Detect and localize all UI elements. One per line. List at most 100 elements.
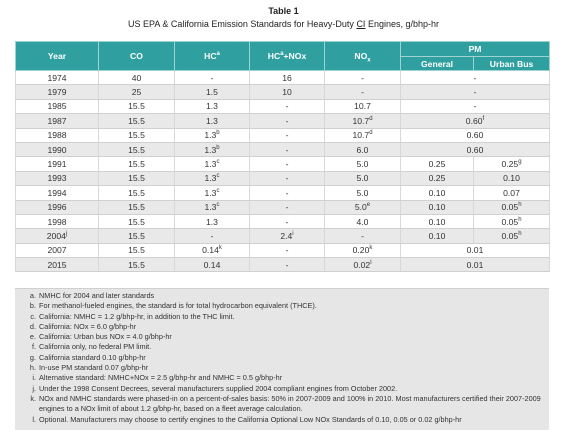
cell-hc-nox: -: [249, 214, 325, 230]
cell-year-value: 1991: [47, 159, 67, 170]
footnote-item: d. California: NOx = 6.0 g/bhp-hr: [25, 322, 541, 332]
table-header: Year CO HCa HCa+NOx NOx PM General Urban…: [15, 41, 551, 71]
col-header-hc-text: HC: [204, 51, 217, 61]
table-row: 1988 15.5 1.3b - 10.7d 0.60: [15, 128, 551, 143]
cell-nox: 5.0: [324, 185, 401, 201]
cell-pm-general-value: 0.25: [428, 159, 446, 170]
cell-pm-general-value: 0.10: [428, 202, 446, 213]
cell-co-value: 15.5: [128, 187, 145, 198]
cell-hc-footnote: c: [216, 187, 220, 194]
cell-co: 15.5: [98, 113, 175, 129]
cell-nox-value: 5.0: [356, 187, 369, 198]
cell-nox: 10.7: [324, 99, 401, 115]
cell-hc-nox-value: -: [285, 202, 289, 213]
col-header-nox: NOx: [324, 41, 401, 71]
footnote-label: f.: [31, 342, 36, 352]
cell-hc-nox-value: 2.4: [280, 230, 293, 241]
cell-co: 15.5: [98, 214, 175, 230]
cell-pm-general: 0.10: [400, 185, 474, 201]
col-header-hcnox-footnote: a: [280, 51, 284, 58]
cell-nox: 5.0: [324, 156, 401, 172]
cell-pm-general: 0.25: [400, 171, 474, 187]
footnote-item: b. For methanol-fueled engines, the stand…: [25, 301, 541, 311]
cell-hc-nox-value: -: [285, 101, 289, 112]
cell-year: 1993: [15, 171, 99, 187]
cell-hc-value: -: [210, 230, 214, 241]
cell-hc-nox: 10: [249, 84, 325, 100]
cell-hc-nox: -: [249, 257, 325, 273]
cell-nox: 4.0: [324, 214, 401, 230]
cell-pm-general-value: 0.10: [428, 216, 446, 227]
cell-year-value: 1979: [47, 87, 67, 98]
col-header-pm-urban-bus: Urban Bus: [472, 56, 551, 71]
table-row: 1998 15.5 1.3 - 4.0 0.10 0.05h: [15, 214, 551, 230]
cell-co-value: 15.5: [128, 173, 145, 184]
cell-hc-nox-value: -: [285, 216, 289, 227]
caption-text-before: US EPA & California Emission Standards f…: [128, 19, 357, 29]
footnotes: a. NMHC for 2004 and later standards b. For…: [15, 288, 549, 430]
cell-co: 15.5: [98, 128, 175, 143]
cell-pm-general: 0.10: [400, 214, 474, 230]
cell-pm-merged-value: -: [473, 72, 477, 83]
cell-year: 1974: [15, 70, 99, 86]
cell-hc-value: 0.14: [203, 259, 221, 270]
cell-hc: 1.3b: [174, 142, 250, 158]
cell-year: 2015: [15, 257, 99, 273]
cell-hc-footnote: c: [216, 159, 220, 166]
cell-hc-value: 1.5: [206, 87, 218, 98]
cell-pm-general: 0.10: [400, 228, 474, 244]
cell-pm-merged: 0.60: [399, 128, 551, 143]
cell-hc-nox: -: [249, 243, 325, 259]
cell-hc: 0.14: [174, 257, 250, 273]
col-header-pm: PM: [399, 41, 551, 57]
cell-co-value: 15.5: [128, 115, 145, 126]
cell-nox-value: 5.0: [356, 159, 369, 170]
cell-pm-general-value: 0.10: [428, 187, 446, 198]
cell-year-value: 1994: [47, 187, 67, 198]
cell-co-value: 15.5: [128, 101, 145, 112]
cell-nox-footnote: d: [369, 130, 373, 137]
footnote-text: NMHC for 2004 and later standards: [39, 291, 155, 300]
col-header-nox-text: NO: [354, 51, 368, 61]
cell-hc-nox-value: 16: [282, 72, 292, 83]
cell-year: 2007: [15, 243, 99, 259]
cell-pm-urban-bus-footnote: h: [518, 216, 522, 223]
footnote-item: c. California: NMHC = 1.2 g/bhp-hr, in ad…: [25, 312, 541, 322]
cell-year: 1985: [15, 99, 99, 115]
cell-hc: 1.3b: [174, 128, 250, 143]
footnote-label: b.: [29, 301, 36, 311]
cell-nox-footnote: k: [369, 245, 373, 252]
cell-hc-value: 1.3: [206, 115, 218, 126]
cell-hc: 1.3c: [174, 200, 250, 215]
cell-pm-merged: 0.01: [399, 257, 551, 273]
cell-co-value: 15.5: [128, 259, 145, 270]
cell-year-value: 1993: [47, 173, 67, 184]
footnote-label: e.: [29, 332, 36, 342]
cell-hc: -: [174, 228, 250, 244]
cell-co: 15.5: [98, 200, 175, 215]
cell-year-value: 2007: [47, 245, 67, 256]
col-header-nox-subscript: x: [367, 57, 371, 64]
footnote-text: Optional. Manufacturers may choose to ce…: [39, 414, 462, 424]
cell-nox: -: [324, 84, 401, 100]
cell-hc-nox-value: -: [285, 130, 289, 141]
col-header-hc-footnote: a: [216, 51, 220, 58]
cell-hc: 1.3c: [174, 171, 250, 187]
footnote-item: f. California only, no federal PM limit.: [25, 342, 541, 352]
cell-pm-urban-bus: 0.10: [472, 171, 551, 187]
cell-year: 1979: [15, 84, 99, 100]
cell-nox-value: 0.02: [353, 259, 371, 270]
table-row: 2004j 15.5 - 2.4i - 0.10 0.05h: [15, 228, 551, 244]
cell-pm-merged: 0.01: [399, 243, 551, 259]
table-row: 1994 15.5 1.3c - 5.0 0.10 0.07: [15, 185, 551, 201]
cell-pm-merged-value: 0.60: [466, 144, 484, 155]
cell-nox-footnote: l: [370, 259, 372, 266]
cell-year-value: 1988: [47, 130, 67, 141]
caption-ci-link[interactable]: CI: [356, 19, 366, 29]
table-row: 1990 15.5 1.3b - 6.0 0.60: [15, 142, 551, 158]
cell-year-value: 2004: [46, 230, 66, 241]
cell-pm-merged: -: [399, 99, 551, 115]
cell-hc-nox-value: 10: [282, 87, 292, 98]
col-header-pm-general: General: [400, 56, 474, 71]
cell-co-value: 15.5: [128, 216, 145, 227]
